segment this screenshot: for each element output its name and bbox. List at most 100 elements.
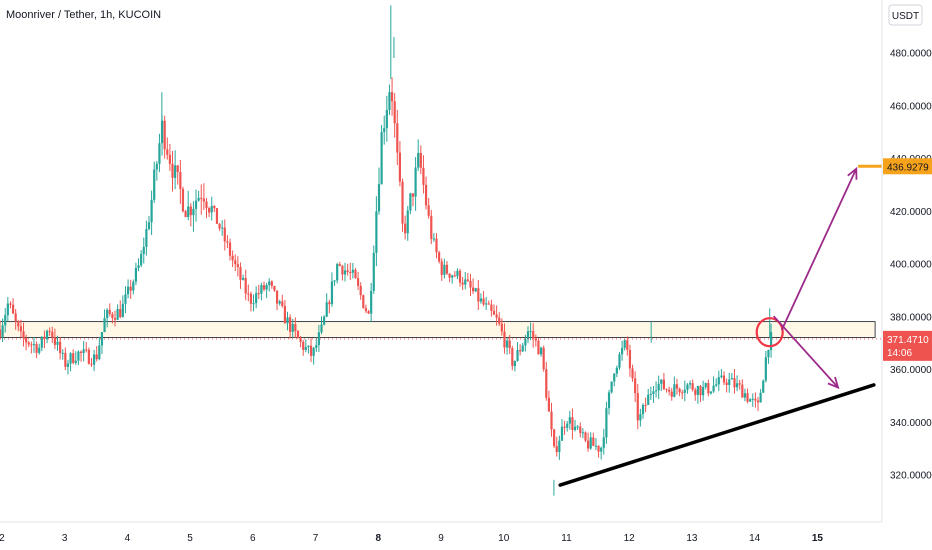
candle-body	[458, 270, 462, 283]
candle-body	[485, 303, 488, 305]
price-axis[interactable]: 320.0000 340.0000 360.0000 380.0000 400.0000…	[881, 0, 932, 522]
candle-body	[683, 389, 686, 393]
candle-body	[124, 294, 127, 304]
candle-body	[471, 287, 475, 292]
candle-body	[25, 337, 28, 343]
candle-body	[239, 267, 242, 280]
time-axis[interactable]: 2 3 4 5 6 7 8 9 10 11 12 13 14 15	[0, 521, 882, 544]
candle-body	[487, 303, 490, 305]
candle-body	[320, 324, 323, 333]
candle-body	[613, 373, 616, 382]
candle-body	[40, 336, 43, 348]
candle-body	[82, 349, 85, 353]
candle-body	[709, 391, 713, 394]
candle-body	[456, 270, 459, 277]
candle-body	[393, 101, 396, 124]
candle-body	[228, 242, 232, 256]
x-tick-label: 15	[812, 533, 824, 544]
candle-body	[14, 313, 17, 322]
candle-body	[262, 285, 266, 290]
currency-label[interactable]: USDT	[892, 11, 919, 22]
candle-body	[192, 208, 195, 216]
candle-body	[584, 432, 587, 441]
candle-body	[354, 269, 357, 279]
candle-body	[129, 286, 132, 291]
trendline[interactable]	[558, 383, 876, 487]
candle-body	[756, 400, 760, 403]
candle-body	[644, 404, 647, 406]
candle-body	[568, 417, 571, 424]
candle-body	[9, 303, 12, 305]
y-tick-label: 460.0000	[890, 101, 932, 112]
candle-body	[542, 347, 545, 370]
candle-body	[59, 341, 62, 353]
candle-body	[341, 265, 344, 275]
y-tick-label: 400.0000	[890, 260, 932, 271]
candle-body	[445, 264, 449, 274]
candle-body	[92, 354, 96, 365]
candle-body	[411, 193, 415, 197]
candle-body	[174, 165, 177, 178]
candle-body	[265, 284, 268, 290]
candle-body	[64, 352, 67, 367]
arrow-head	[847, 166, 858, 180]
candle-body	[615, 367, 618, 374]
candle-body	[618, 354, 621, 368]
plot-area	[0, 5, 876, 496]
candle-body	[286, 317, 289, 324]
arrow-up[interactable]	[780, 166, 858, 331]
candle-body	[505, 340, 509, 348]
candle-body	[702, 387, 705, 396]
candle-body	[605, 408, 608, 438]
x-tick-label: 9	[438, 533, 444, 544]
candle-body	[762, 380, 765, 393]
candle-body	[87, 349, 90, 364]
candle-body	[349, 272, 352, 274]
currency-button[interactable]: USDT	[888, 4, 923, 26]
candle-body	[754, 398, 757, 401]
target-price-badge[interactable]: 436.9279	[883, 158, 932, 175]
candle-body	[202, 198, 205, 202]
x-tick-label: 14	[749, 533, 761, 544]
candle-body	[521, 345, 524, 352]
candle-body	[537, 340, 540, 355]
x-tick-label: 8	[375, 533, 381, 544]
candle-body	[610, 381, 613, 393]
candle-body	[257, 293, 260, 295]
highlight-circle[interactable]	[755, 317, 784, 348]
candle-body	[477, 288, 480, 302]
candle-body	[492, 310, 496, 315]
resistance-zone[interactable]	[0, 321, 876, 338]
arrow-shaft	[773, 315, 839, 389]
candle-body	[283, 305, 287, 324]
candle-body	[720, 375, 723, 378]
candle-body	[108, 309, 111, 314]
candle-body	[153, 169, 156, 200]
candle-body	[377, 184, 381, 212]
candle-body	[194, 200, 198, 209]
candle-body	[367, 311, 370, 314]
candle-body	[686, 384, 689, 390]
candle-body	[22, 331, 25, 338]
candle-body	[343, 270, 347, 275]
candle-body	[184, 211, 187, 218]
candle-body	[579, 426, 582, 433]
candle-body	[581, 432, 584, 434]
candle-body	[27, 342, 30, 345]
candle-body	[741, 384, 744, 398]
current-price-badge[interactable]: 371.4710 14:06	[883, 330, 932, 361]
candle-body	[30, 344, 33, 346]
candle-body	[563, 426, 566, 428]
candle-body	[370, 290, 373, 314]
candle-body	[38, 347, 41, 353]
x-tick-label: 6	[250, 533, 256, 544]
candle-body	[74, 360, 77, 363]
candle-body	[218, 223, 221, 229]
candle-body	[691, 383, 694, 390]
x-tick-label: 7	[313, 533, 319, 544]
arrow-down[interactable]	[773, 315, 840, 390]
candle-body	[534, 338, 537, 341]
candle-body	[299, 338, 302, 342]
candle-body	[252, 303, 255, 305]
